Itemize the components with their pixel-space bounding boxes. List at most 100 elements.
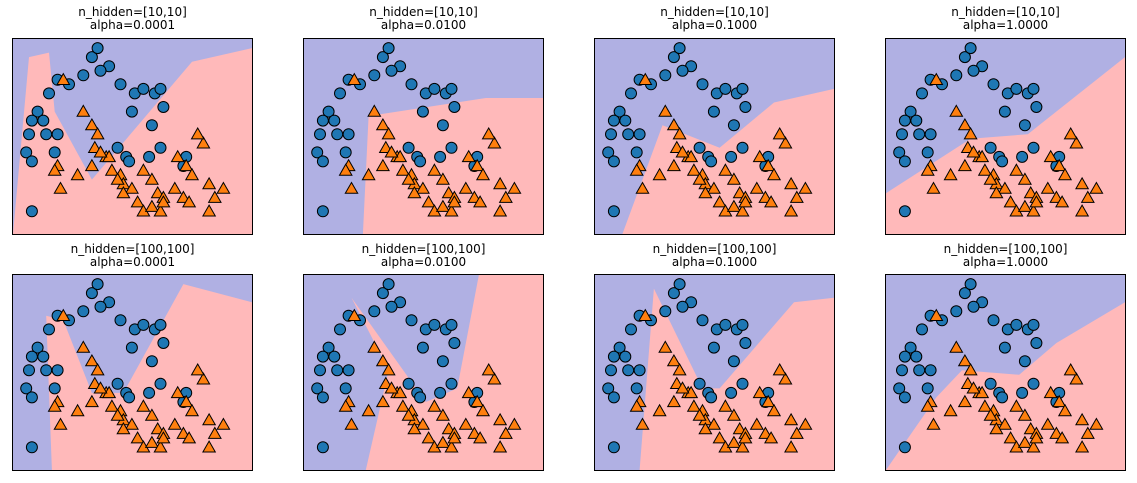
class0-point [43,87,55,100]
class0-point [48,146,61,159]
class0-point [402,141,415,154]
class1-decision-region [13,48,252,234]
class1-point [772,362,787,376]
class0-point [316,114,329,127]
class1-point [156,431,171,444]
class1-point [367,340,382,353]
class0-point [1010,82,1023,95]
class1-point [1055,195,1070,208]
class1-point [461,149,476,163]
class1-point [1043,149,1058,163]
class1-point [784,412,799,426]
class0-point [893,146,906,159]
class1-point [718,163,733,176]
class0-point [619,114,632,127]
class0-point [436,119,449,132]
class1-point [983,172,998,185]
class1-point [84,158,99,172]
class0-point [314,364,326,377]
class1-point [144,408,159,421]
class1-point [167,181,182,194]
class1-point [926,417,941,430]
class1-point [1057,167,1073,181]
class0-point [659,69,672,82]
class0-point [605,128,617,141]
class0-point [1030,101,1043,113]
class0-point [114,78,127,91]
class0-point [85,287,98,300]
class1-point [1089,181,1104,194]
class1-point [84,353,99,367]
class1-point [47,399,62,412]
class0-point [967,64,980,77]
class0-point [23,128,35,141]
class1-point [70,403,85,417]
class1-point [658,340,673,353]
class1-point [1069,372,1084,385]
class1-point [920,399,935,412]
class1-point [929,308,944,321]
class1-point [415,417,430,430]
subplot-title: n_hidden=[100,100] alpha=0.0100 [303,243,544,269]
class1-point [726,435,741,448]
title-alpha: alpha=1.0000 [962,255,1049,269]
class1-point [675,381,690,394]
class1-point [658,104,673,117]
class0-point [37,114,50,127]
class1-point [421,195,436,208]
class0-point [145,355,158,368]
class1-point [1040,181,1055,194]
class1-point [182,195,197,208]
class0-point [414,155,427,168]
class0-point [20,146,33,159]
class1-point [1080,426,1095,439]
class1-point [338,399,353,412]
class1-point [1017,408,1032,421]
class1-decision-region [13,284,252,470]
class0-point [31,105,44,118]
class1-point [957,353,972,367]
class1-point [726,408,741,421]
class1-point [1075,204,1090,217]
class0-point [314,128,326,141]
class0-point [25,114,38,127]
class0-point [707,341,720,354]
plot-area [12,274,253,471]
class0-point [605,364,617,377]
class0-point [607,155,620,168]
class1-point [473,195,488,208]
class0-point [739,101,752,113]
class0-point [898,391,911,404]
class1-point [735,440,750,453]
class0-point [111,141,124,154]
class1-point [1089,417,1104,430]
class1-point [338,163,353,176]
class1-point [498,426,513,439]
class0-point [137,318,150,331]
class0-point [736,141,749,154]
class0-point [328,350,341,363]
title-alpha: alpha=0.1000 [671,18,758,32]
class1-point [1052,394,1067,408]
class0-point [727,119,740,132]
class1-point [470,158,485,172]
plot-area [594,274,835,471]
class1-point [1040,417,1055,430]
scatter-svg [304,42,543,234]
class1-point [104,163,119,176]
class1-point [1029,431,1044,444]
class0-point [693,141,706,154]
class1-point [53,417,68,430]
class0-point [342,128,355,141]
class1-point [144,435,159,448]
class1-point [983,408,998,421]
class0-point [984,377,997,390]
class1-point [686,163,701,176]
class1-point [136,163,151,176]
class1-point [666,117,681,131]
class1-point [344,417,359,430]
class0-point [707,105,720,118]
class0-point [705,155,718,168]
class1-point [1080,190,1095,203]
title-hidden-layers: n_hidden=[100,100] [361,242,486,256]
